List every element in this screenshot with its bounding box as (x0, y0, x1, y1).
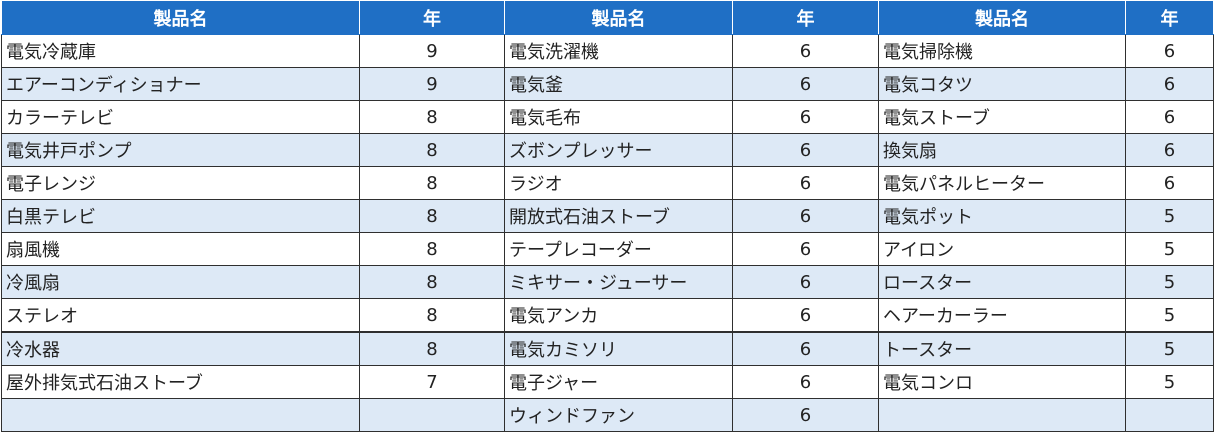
year-cell: 6 (1125, 100, 1214, 134)
table-row: カラーテレビ 8 電気毛布 6 電気ストーブ 6 (1, 100, 1214, 134)
year-cell: 5 (1125, 365, 1214, 399)
table-row: 冷風扇 8 ミキサー・ジューサー 6 ロースター 5 (1, 265, 1214, 299)
year-cell: 5 (1125, 331, 1214, 366)
year-cell: 8 (359, 199, 505, 233)
header-product-name: 製品名 (1, 0, 360, 35)
product-name-cell: 開放式石油ストーブ (504, 199, 733, 233)
product-name-cell: 電気ポット (878, 199, 1126, 233)
product-name-cell: 白黒テレビ (1, 199, 360, 233)
table-row: 電子レンジ 8 ラジオ 6 電気パネルヒーター 6 (1, 166, 1214, 200)
year-cell: 6 (732, 265, 879, 299)
year-cell: 6 (732, 365, 879, 399)
year-cell: 9 (359, 67, 505, 101)
product-name-cell: ヘアーカーラー (878, 298, 1126, 333)
year-cell: 6 (732, 67, 879, 101)
table-row: 白黒テレビ 8 開放式石油ストーブ 6 電気ポット 5 (1, 199, 1214, 233)
product-name-cell: 電気毛布 (504, 100, 733, 134)
product-name-cell (1, 398, 360, 432)
product-name-cell: 電子レンジ (1, 166, 360, 200)
year-cell: 6 (1125, 34, 1214, 68)
year-cell: 6 (732, 232, 879, 266)
product-name-cell: 電気コンロ (878, 365, 1126, 399)
year-cell: 6 (732, 133, 879, 167)
product-name-cell: 電気ストーブ (878, 100, 1126, 134)
year-cell: 5 (1125, 199, 1214, 233)
product-name-cell: 電気釜 (504, 67, 733, 101)
product-name-cell: 電子ジャー (504, 365, 733, 399)
year-cell: 5 (1125, 265, 1214, 299)
header-year: 年 (732, 0, 879, 35)
year-cell: 8 (359, 166, 505, 200)
table-row: 電気冷蔵庫 9 電気洗濯機 6 電気掃除機 6 (1, 34, 1214, 68)
product-name-cell: テープレコーダー (504, 232, 733, 266)
year-cell: 6 (732, 199, 879, 233)
product-name-cell: トースター (878, 331, 1126, 366)
year-cell: 8 (359, 232, 505, 266)
product-name-cell: 扇風機 (1, 232, 360, 266)
product-name-cell: 電気洗濯機 (504, 34, 733, 68)
product-name-cell: ロースター (878, 265, 1126, 299)
header-year: 年 (359, 0, 505, 35)
product-name-cell: 電気パネルヒーター (878, 166, 1126, 200)
table-row: ウィンドファン 6 (1, 398, 1214, 432)
year-cell: 6 (1125, 67, 1214, 101)
product-name-cell (878, 398, 1126, 432)
product-name-cell: 電気カミソリ (504, 331, 733, 366)
product-name-cell: ウィンドファン (504, 398, 733, 432)
product-name-cell: 屋外排気式石油ストーブ (1, 365, 360, 399)
year-cell: 8 (359, 100, 505, 134)
year-cell: 5 (1125, 298, 1214, 333)
product-name-cell: 電気井戸ポンプ (1, 133, 360, 167)
product-name-cell: アイロン (878, 232, 1126, 266)
product-name-cell: ラジオ (504, 166, 733, 200)
product-name-cell: 冷水器 (1, 331, 360, 366)
product-name-cell: ミキサー・ジューサー (504, 265, 733, 299)
table-row: 冷水器 8 電気カミソリ 6 トースター 5 (1, 331, 1214, 366)
year-cell: 8 (359, 133, 505, 167)
table-row: ステレオ 8 電気アンカ 6 ヘアーカーラー 5 (1, 298, 1214, 333)
year-cell: 8 (359, 265, 505, 299)
year-cell: 6 (732, 166, 879, 200)
product-name-cell: 電気コタツ (878, 67, 1126, 101)
product-name-cell: 電気冷蔵庫 (1, 34, 360, 68)
year-cell: 6 (1125, 133, 1214, 167)
product-name-cell: エアーコンディショナー (1, 67, 360, 101)
year-cell (359, 398, 505, 432)
year-cell: 6 (732, 100, 879, 134)
header-year: 年 (1125, 0, 1214, 35)
header-product-name: 製品名 (504, 0, 733, 35)
product-name-cell: カラーテレビ (1, 100, 360, 134)
year-cell: 6 (732, 34, 879, 68)
year-cell: 6 (732, 398, 879, 432)
product-name-cell: 換気扇 (878, 133, 1126, 167)
year-cell: 8 (359, 331, 505, 366)
product-name-cell: ステレオ (1, 298, 360, 333)
year-cell: 8 (359, 298, 505, 333)
year-cell: 6 (1125, 166, 1214, 200)
product-name-cell: 電気アンカ (504, 298, 733, 333)
product-name-cell: 冷風扇 (1, 265, 360, 299)
year-cell: 6 (732, 331, 879, 366)
table-row: 屋外排気式石油ストーブ 7 電子ジャー 6 電気コンロ 5 (1, 365, 1214, 399)
table-row: エアーコンディショナー 9 電気釜 6 電気コタツ 6 (1, 67, 1214, 101)
year-cell (1125, 398, 1214, 432)
year-cell: 7 (359, 365, 505, 399)
year-cell: 6 (732, 298, 879, 333)
table-row: 電気井戸ポンプ 8 ズボンプレッサー 6 換気扇 6 (1, 133, 1214, 167)
year-cell: 9 (359, 34, 505, 68)
header-product-name: 製品名 (878, 0, 1126, 35)
table-row: 扇風機 8 テープレコーダー 6 アイロン 5 (1, 232, 1214, 266)
year-cell: 5 (1125, 232, 1214, 266)
product-name-cell: ズボンプレッサー (504, 133, 733, 167)
header-row: 製品名 年 製品名 年 製品名 年 (1, 0, 1214, 35)
product-name-cell: 電気掃除機 (878, 34, 1126, 68)
